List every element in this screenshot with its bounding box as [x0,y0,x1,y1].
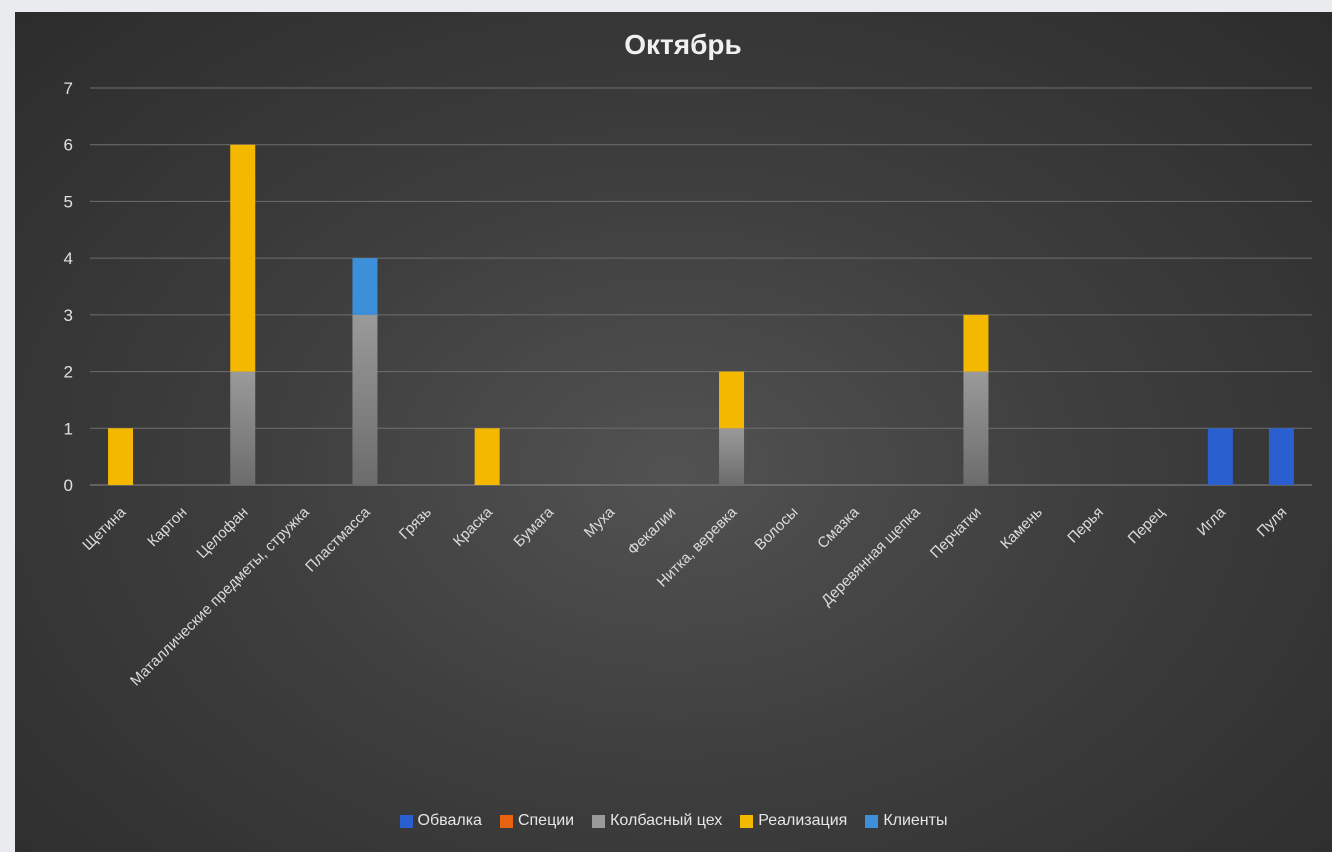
bar-segment [230,144,256,372]
y-tick-label: 2 [64,363,73,382]
legend-item: Клиенты [865,812,947,830]
chart-title: Октябрь [624,29,741,60]
bar-segment [352,314,378,485]
x-tick-label: Пуля [1254,504,1291,541]
bar-segment [108,428,134,485]
legend-swatch [399,814,413,828]
gridlines [90,87,1312,486]
x-tick-label: Картон [144,504,190,550]
x-tick-label: Перья [1064,504,1107,547]
y-axis-ticks: 0 1 2 3 4 5 6 7 [64,79,73,495]
bar-segment [1207,428,1233,485]
legend-label: Обвалка [417,812,482,829]
legend-item: Колбасный цех [592,812,722,830]
legend-label: Клиенты [883,812,948,829]
x-tick-label: Краска [450,503,497,550]
x-tick-label: Волосы [752,504,802,554]
bar-segment [719,371,745,429]
x-tick-label: Смазка [814,503,863,552]
x-tick-label: Камень [997,504,1046,553]
legend-item: Обвалка [399,812,482,830]
x-tick-label: Игла [1194,503,1230,539]
bar-segment [963,314,989,372]
x-tick-label: Пластмасса [302,503,374,575]
bar-segment [963,371,989,485]
legend-swatch [499,814,513,828]
legend-swatch [865,814,879,828]
y-tick-label: 1 [64,419,73,438]
legend: Обвалка Специи Колбасный цех Реализация Клие… [15,812,1332,830]
x-tick-label: Целофан [193,504,251,562]
y-tick-label: 0 [64,476,73,495]
legend-swatch [592,814,606,828]
legend-label: Реализация [758,812,848,829]
y-tick-label: 4 [64,249,73,268]
y-tick-label: 7 [64,79,73,98]
legend-label: Специи [517,812,575,829]
x-tick-label: Бумага [510,503,557,550]
legend-item: Специи [499,812,575,830]
legend-item: Реализация [740,812,847,830]
x-tick-label: Грязь [396,504,435,543]
x-tick-label: Щетина [79,503,130,554]
y-tick-label: 6 [64,136,73,155]
x-tick-label: Перец [1125,504,1169,548]
legend-swatch [740,814,754,828]
bars [108,144,1294,485]
legend-label: Колбасный цех [610,812,723,829]
bar-segment [474,428,500,485]
x-tick-label: Фекалии [624,504,679,559]
bar-segment [1268,428,1294,485]
x-tick-label: Муха [581,503,619,541]
x-tick-label: Перчатки [927,504,985,562]
bar-segment [230,371,256,485]
y-tick-label: 3 [64,306,73,325]
y-tick-label: 5 [64,192,73,211]
bar-segment [352,258,378,315]
bar-segment [719,428,745,485]
